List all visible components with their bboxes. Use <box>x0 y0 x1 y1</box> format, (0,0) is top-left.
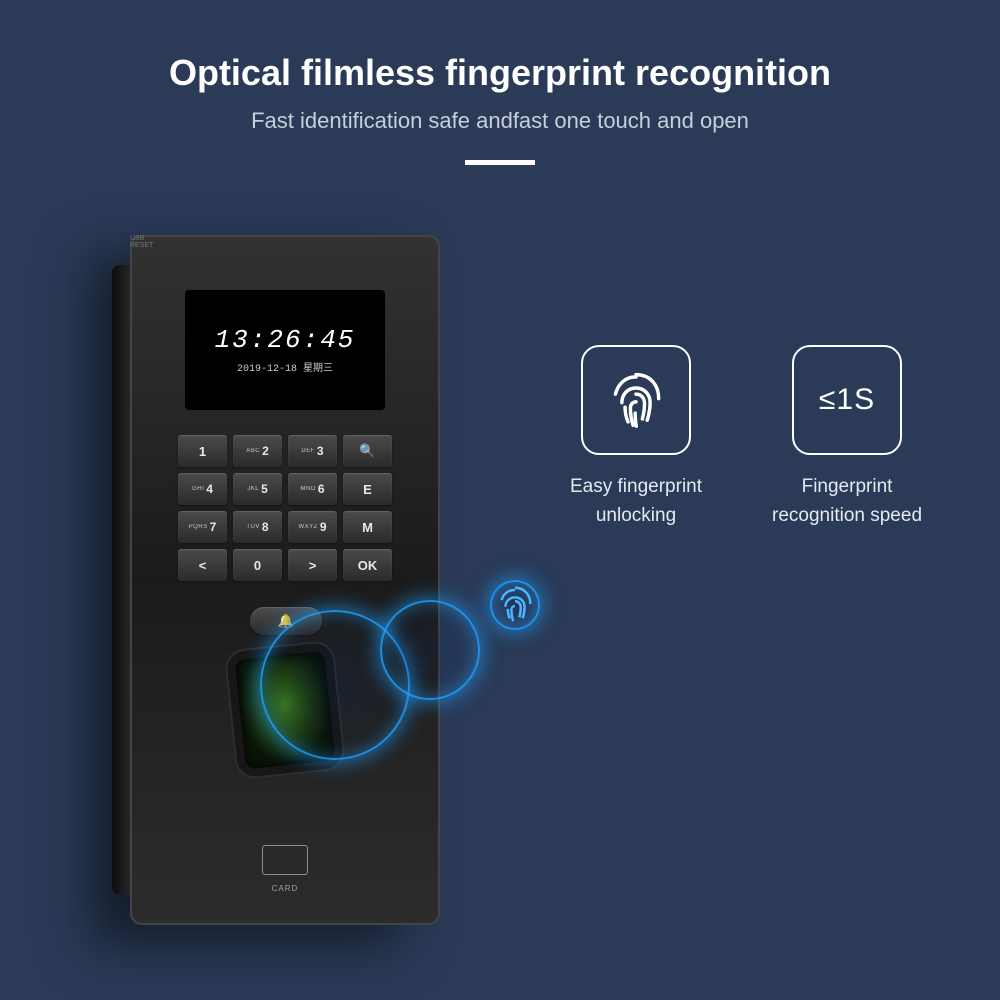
keypad-key: 🔍 <box>343 435 392 467</box>
feature-row: Easy fingerprintunlocking ≤1S Fingerprin… <box>570 345 922 530</box>
keypad-key: PQRS 7 <box>178 511 227 543</box>
keypad-key: GHI 4 <box>178 473 227 505</box>
fingerprint-icon <box>581 345 691 455</box>
keypad-key: 1 <box>178 435 227 467</box>
card-area-icon <box>262 845 308 875</box>
keypad-key: M <box>343 511 392 543</box>
feature-speed-label: Fingerprintrecognition speed <box>772 473 922 530</box>
device-screen: 13:26:45 2019-12-18 星期三 <box>185 290 385 410</box>
bell-button: 🔔 <box>250 607 322 635</box>
keypad: 1ABC 2DEF 3🔍 GHI 4JKL 5MNO 6E PQRS 7TUV 8W… <box>178 435 392 581</box>
device-mockup: USB RESET 13:26:45 2019-12-18 星期三 1ABC 2… <box>130 235 440 925</box>
feature-fingerprint-label: Easy fingerprintunlocking <box>570 473 702 530</box>
card-label: CARD <box>272 884 299 893</box>
feature-fingerprint: Easy fingerprintunlocking <box>570 345 702 530</box>
keypad-key: < <box>178 549 227 581</box>
keypad-key: OK <box>343 549 392 581</box>
speed-value: ≤1S <box>819 383 875 417</box>
screen-time: 13:26:45 <box>215 325 356 355</box>
screen-date: 2019-12-18 星期三 <box>237 359 333 375</box>
speed-icon: ≤1S <box>792 345 902 455</box>
keypad-key: > <box>288 549 337 581</box>
divider <box>465 160 535 165</box>
headline: Optical filmless fingerprint recognition <box>169 52 831 94</box>
reset-label: RESET <box>130 242 440 249</box>
feature-speed: ≤1S Fingerprintrecognition speed <box>772 345 922 530</box>
keypad-key: 0 <box>233 549 282 581</box>
keypad-key: DEF 3 <box>288 435 337 467</box>
subheadline: Fast identification safe andfast one tou… <box>251 108 749 134</box>
keypad-key: JKL 5 <box>233 473 282 505</box>
usb-label: USB <box>130 235 440 242</box>
glow-ring-small-fingerprint-icon <box>490 580 540 630</box>
keypad-key: TUV 8 <box>233 511 282 543</box>
fingerprint-sensor <box>234 651 335 770</box>
keypad-key: WXYZ 9 <box>288 511 337 543</box>
keypad-key: ABC 2 <box>233 435 282 467</box>
keypad-key: MNO 6 <box>288 473 337 505</box>
keypad-key: E <box>343 473 392 505</box>
